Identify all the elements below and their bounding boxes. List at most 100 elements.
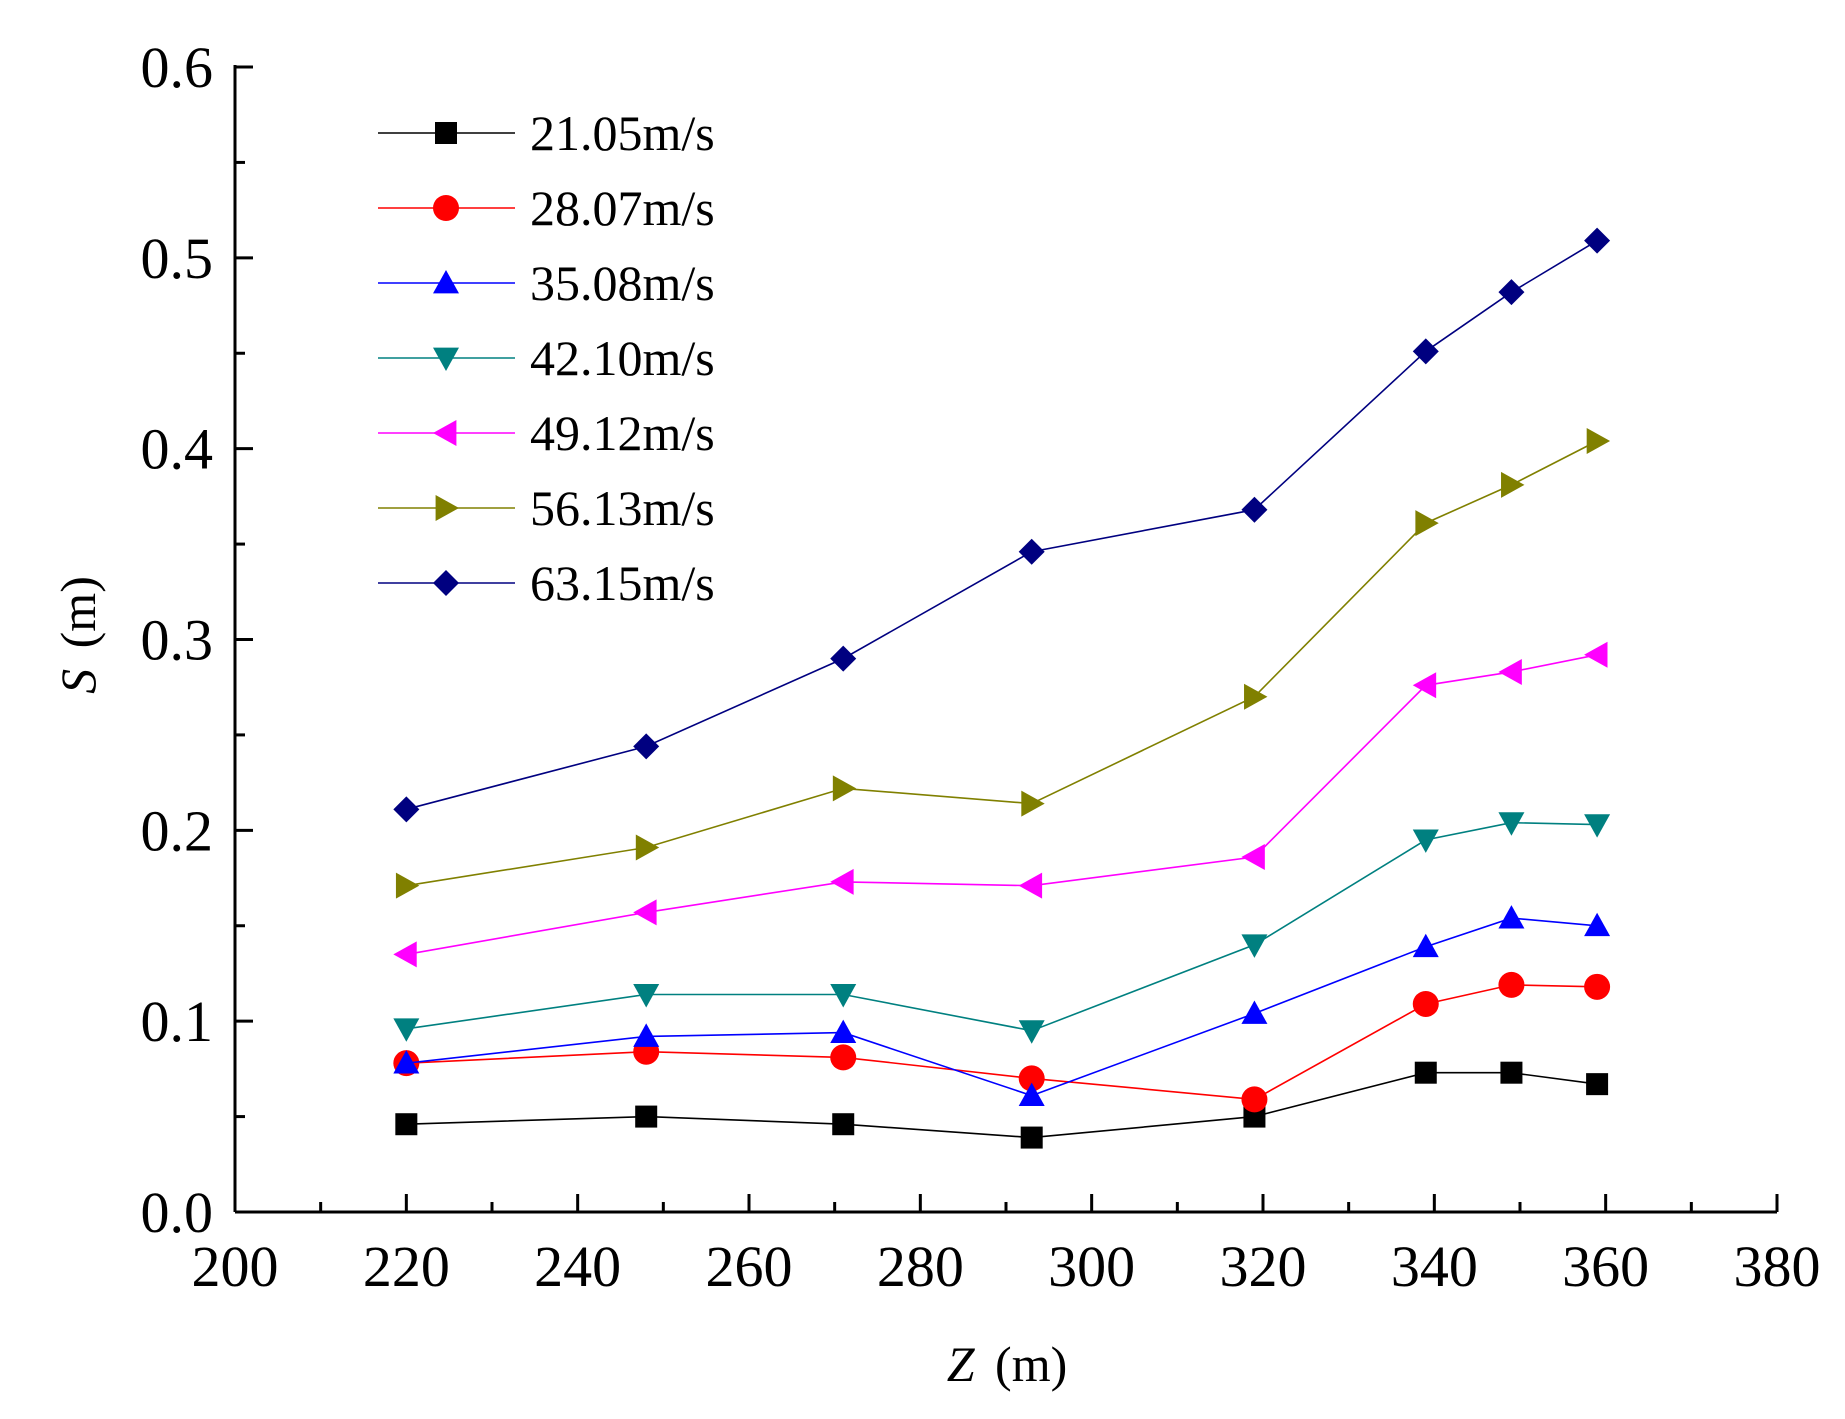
legend-label: 21.05m/s: [530, 105, 715, 161]
y-tick-label: 0.0: [141, 1180, 214, 1245]
series-line: [406, 240, 1598, 811]
data-point: [1244, 683, 1268, 710]
data-point: [830, 1019, 857, 1044]
data-point: [1018, 1020, 1045, 1044]
series-line: [406, 654, 1598, 956]
axes: 200 220 240 260 280 300 320 340 360 380 0.0 0.1 0.2 0…: [141, 35, 1821, 1299]
data-point: [395, 872, 420, 899]
legend-label: 63.15m/s: [530, 555, 715, 611]
series-1: [395, 1061, 1609, 1149]
data-point: [633, 984, 660, 1008]
series-line: [406, 984, 1598, 1101]
data-point: [395, 1113, 418, 1136]
legend-marker: [433, 195, 459, 221]
data-point: [1414, 1061, 1437, 1084]
data-point: [1241, 934, 1268, 958]
x-tick-label: 340: [1391, 1234, 1478, 1299]
x-tick-label: 220: [363, 1234, 450, 1299]
legend: 21.05m/s 28.07m/s 35.08m/s 42.10m/s 49.12m/s…: [378, 105, 715, 611]
data-point: [832, 775, 857, 802]
data-point: [1241, 844, 1265, 871]
legend-item: 42.10m/s: [378, 330, 715, 386]
data-point: [1020, 1126, 1043, 1149]
data-point: [1498, 905, 1525, 929]
data-point: [1241, 1000, 1268, 1024]
legend-item: 21.05m/s: [378, 105, 715, 161]
series-2: [393, 971, 1611, 1113]
data-point: [1412, 933, 1439, 958]
data-point: [1501, 471, 1525, 498]
x-axis-unit: (m): [995, 1336, 1067, 1392]
legend-item: 28.07m/s: [378, 180, 715, 236]
legend-label: 49.12m/s: [530, 405, 715, 461]
series-line: [406, 440, 1598, 887]
y-axis-unit: (m): [50, 576, 106, 648]
y-tick-label: 0.6: [141, 35, 214, 100]
data-point: [633, 899, 657, 926]
data-point: [830, 868, 854, 895]
data-point: [1018, 1065, 1045, 1092]
data-point: [1498, 279, 1525, 306]
series-line: [406, 821, 1598, 1032]
legend-marker: [435, 122, 457, 144]
x-tick-label: 280: [877, 1234, 964, 1299]
data-point: [393, 1050, 420, 1074]
series-line: [406, 1071, 1598, 1139]
data-point: [1018, 872, 1043, 899]
y-tick-label: 0.3: [141, 608, 214, 673]
legend-label: 56.13m/s: [530, 480, 715, 536]
data-point: [1021, 790, 1045, 817]
data-point: [1498, 971, 1525, 998]
y-tick-label: 0.4: [141, 417, 214, 482]
data-point: [1498, 658, 1522, 685]
legend-item: 49.12m/s: [378, 405, 715, 461]
y-axis-title: S (m): [50, 576, 106, 694]
data-point: [1241, 1086, 1268, 1113]
legend-marker: [433, 270, 459, 294]
data-point: [1018, 1082, 1045, 1106]
data-point: [635, 1105, 658, 1128]
y-axis-symbol: S: [50, 669, 106, 694]
y-tick-label: 0.5: [141, 226, 214, 291]
series-5: [393, 641, 1608, 968]
x-tick-label: 360: [1562, 1234, 1649, 1299]
data-point: [633, 733, 660, 760]
data-point: [1415, 510, 1439, 537]
series-4: [393, 812, 1611, 1044]
data-point: [832, 1113, 855, 1136]
data-point: [1584, 814, 1611, 838]
data-point: [1412, 990, 1439, 1017]
data-point: [830, 645, 857, 672]
data-point: [830, 1044, 857, 1071]
data-point: [1412, 829, 1439, 853]
data-point: [830, 984, 857, 1008]
legend-marker: [433, 420, 457, 446]
data-point: [1584, 641, 1608, 668]
series-layer: [393, 227, 1611, 1149]
data-point: [1584, 973, 1611, 1000]
x-tick-label: 260: [706, 1234, 793, 1299]
data-point: [1584, 912, 1611, 937]
legend-label: 42.10m/s: [530, 330, 715, 386]
series-3: [393, 905, 1611, 1106]
x-axis-title: Z (m): [947, 1336, 1068, 1392]
x-tick-label: 300: [1048, 1234, 1135, 1299]
legend-label: 28.07m/s: [530, 180, 715, 236]
data-point: [1584, 227, 1611, 254]
data-point: [633, 1023, 660, 1047]
legend-marker: [433, 570, 459, 596]
data-point: [635, 834, 660, 861]
x-axis-symbol: Z: [947, 1336, 976, 1392]
x-tick-label: 380: [1734, 1234, 1821, 1299]
x-tick-label: 240: [534, 1234, 621, 1299]
legend-item: 63.15m/s: [378, 555, 715, 611]
series-line: [406, 917, 1598, 1097]
legend-marker: [435, 495, 459, 521]
x-tick-label: 200: [192, 1234, 279, 1299]
series-7: [393, 227, 1611, 823]
data-point: [1586, 428, 1611, 455]
data-point: [1412, 672, 1437, 699]
data-point: [1412, 338, 1439, 365]
legend-item: 56.13m/s: [378, 480, 715, 536]
